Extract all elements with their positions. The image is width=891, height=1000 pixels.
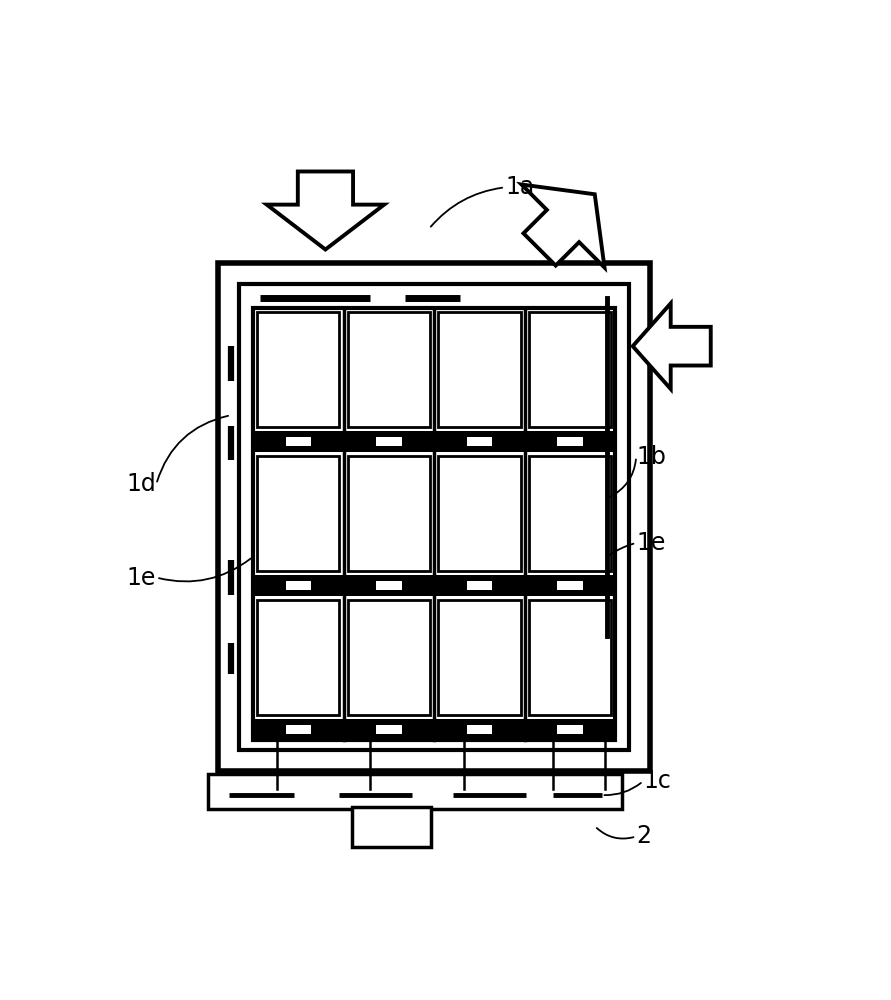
Polygon shape (266, 171, 384, 250)
Bar (438, 600, 520, 715)
Bar (347, 456, 430, 571)
Bar (529, 312, 611, 427)
Bar (208, 774, 622, 809)
Bar (285, 725, 311, 734)
Bar (376, 725, 402, 734)
Bar (529, 600, 611, 715)
Bar (467, 581, 492, 590)
Bar (253, 431, 616, 452)
Text: 1e: 1e (127, 566, 156, 590)
Bar (347, 312, 430, 427)
Bar (438, 312, 520, 427)
Text: 1d: 1d (127, 472, 156, 496)
Bar (257, 312, 339, 427)
Bar (347, 600, 430, 715)
Bar (376, 581, 402, 590)
Text: 1e: 1e (636, 531, 666, 555)
Text: 1b: 1b (636, 445, 666, 469)
Text: 1a: 1a (505, 175, 535, 199)
Bar (239, 284, 629, 750)
Bar (253, 308, 616, 740)
Bar (253, 575, 616, 596)
Bar (285, 437, 311, 446)
Polygon shape (521, 184, 604, 268)
Bar (218, 263, 650, 771)
Bar (467, 437, 492, 446)
Bar (257, 600, 339, 715)
Bar (529, 456, 611, 571)
Bar (285, 581, 311, 590)
Text: 2: 2 (636, 824, 651, 848)
Bar (558, 725, 583, 734)
Bar (438, 456, 520, 571)
Bar (467, 725, 492, 734)
Bar (558, 437, 583, 446)
Bar (558, 581, 583, 590)
Bar (376, 437, 402, 446)
Bar (253, 719, 616, 740)
Text: 1c: 1c (643, 769, 671, 793)
Bar (352, 807, 431, 847)
Bar (257, 456, 339, 571)
Polygon shape (633, 303, 711, 389)
